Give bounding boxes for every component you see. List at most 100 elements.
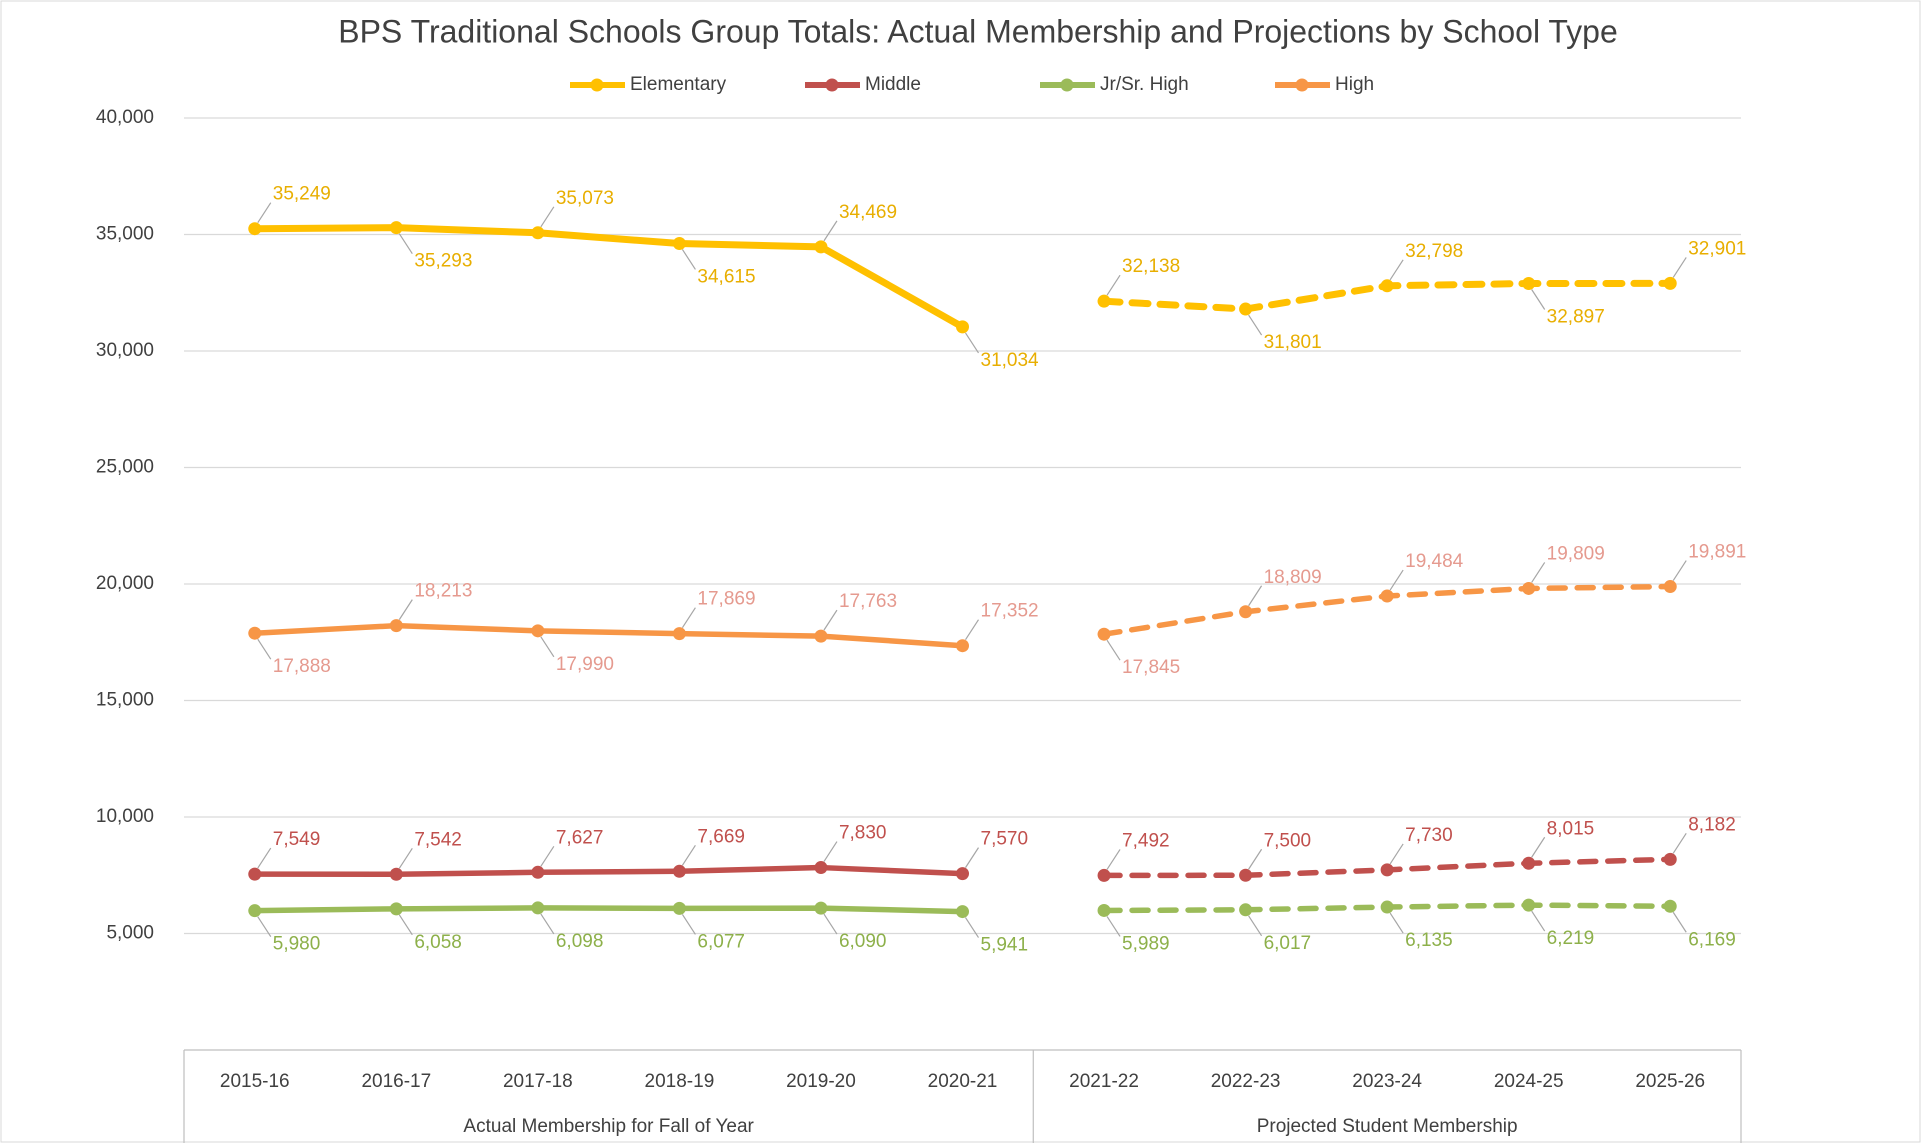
group-label: Projected Student Membership bbox=[1257, 1116, 1518, 1137]
data-label: 7,730 bbox=[1405, 825, 1453, 846]
data-label: 19,891 bbox=[1688, 542, 1746, 563]
leader-line bbox=[398, 599, 413, 620]
data-label: 6,219 bbox=[1547, 928, 1595, 949]
y-tick-label: 25,000 bbox=[96, 457, 154, 478]
point bbox=[1239, 605, 1253, 619]
point bbox=[1097, 627, 1111, 641]
leader-line bbox=[1672, 833, 1687, 854]
leader-line bbox=[823, 220, 838, 242]
point bbox=[1522, 581, 1536, 595]
leader-line bbox=[1672, 257, 1687, 278]
leader-line bbox=[1389, 569, 1404, 591]
y-tick-label: 30,000 bbox=[96, 340, 154, 361]
chart-title: BPS Traditional Schools Group Totals: Ac… bbox=[338, 13, 1618, 49]
point bbox=[389, 902, 403, 916]
point bbox=[389, 867, 403, 881]
leader-line bbox=[1248, 915, 1263, 937]
data-label: 34,615 bbox=[697, 266, 755, 287]
leader-line bbox=[823, 609, 838, 631]
x-tick-label: 2018-19 bbox=[645, 1071, 715, 1092]
leader-line bbox=[540, 913, 555, 935]
data-label: 17,352 bbox=[981, 601, 1039, 622]
point bbox=[1097, 294, 1111, 308]
data-label: 31,801 bbox=[1264, 332, 1322, 353]
leader-line bbox=[823, 913, 838, 935]
point bbox=[814, 629, 828, 643]
leader-line bbox=[1531, 562, 1546, 583]
leader-line bbox=[257, 916, 272, 937]
data-label: 18,809 bbox=[1264, 567, 1322, 588]
point bbox=[531, 226, 545, 240]
data-label: 34,469 bbox=[839, 202, 897, 223]
leader-line bbox=[398, 914, 413, 936]
data-label: 17,845 bbox=[1122, 657, 1180, 678]
legend-label: Middle bbox=[865, 74, 921, 95]
leader-line bbox=[1106, 849, 1121, 870]
leader-line bbox=[1389, 912, 1404, 934]
point bbox=[814, 861, 828, 875]
legend-marker bbox=[1060, 78, 1074, 92]
y-tick-label: 40,000 bbox=[96, 107, 154, 128]
point bbox=[1239, 868, 1253, 882]
data-label: 6,135 bbox=[1405, 930, 1453, 951]
point bbox=[1380, 279, 1394, 293]
leader-line bbox=[964, 917, 980, 938]
leader-line bbox=[398, 233, 413, 255]
point bbox=[531, 624, 545, 638]
x-tick-label: 2017-18 bbox=[503, 1071, 573, 1092]
data-label: 32,897 bbox=[1547, 307, 1605, 328]
y-tick-label: 20,000 bbox=[96, 573, 154, 594]
leader-line bbox=[964, 332, 980, 354]
data-label: 6,058 bbox=[414, 932, 462, 953]
point bbox=[814, 240, 828, 254]
legend-marker bbox=[590, 78, 604, 92]
data-label: 6,090 bbox=[839, 931, 887, 952]
leader-line bbox=[823, 841, 838, 862]
point bbox=[531, 865, 545, 879]
data-label: 35,293 bbox=[414, 251, 472, 272]
point bbox=[389, 619, 403, 633]
point bbox=[672, 236, 686, 250]
point bbox=[1380, 589, 1394, 603]
data-label: 5,980 bbox=[273, 934, 321, 955]
leader-line bbox=[1106, 274, 1121, 296]
point bbox=[956, 639, 969, 653]
data-label: 17,869 bbox=[697, 589, 755, 610]
leader-line bbox=[1248, 585, 1263, 607]
point bbox=[1663, 276, 1677, 290]
data-label: 35,249 bbox=[273, 184, 331, 205]
data-label: 17,990 bbox=[556, 654, 614, 675]
point bbox=[814, 901, 828, 915]
legend-label: Elementary bbox=[630, 74, 727, 95]
data-label: 7,500 bbox=[1264, 830, 1312, 851]
leader-line bbox=[398, 847, 413, 869]
x-tick-label: 2022-23 bbox=[1211, 1071, 1281, 1092]
data-label: 5,941 bbox=[981, 935, 1029, 956]
leader-line bbox=[540, 636, 555, 658]
point bbox=[956, 320, 969, 334]
leader-line bbox=[1106, 639, 1121, 661]
leader-line bbox=[540, 845, 555, 867]
point bbox=[248, 867, 262, 881]
x-tick-label: 2020-21 bbox=[928, 1071, 998, 1092]
leader-line bbox=[1106, 916, 1121, 937]
data-label: 7,627 bbox=[556, 827, 604, 848]
data-label: 7,669 bbox=[697, 826, 745, 847]
data-label: 6,098 bbox=[556, 931, 604, 952]
point bbox=[1522, 856, 1536, 870]
data-label: 6,169 bbox=[1688, 929, 1736, 950]
leader-line bbox=[681, 249, 696, 270]
data-label: 32,901 bbox=[1688, 238, 1746, 259]
point bbox=[531, 901, 545, 915]
series-line bbox=[252, 905, 966, 915]
point bbox=[389, 221, 403, 235]
y-tick-label: 5,000 bbox=[106, 923, 154, 944]
leader-line bbox=[1531, 289, 1546, 310]
data-label: 31,034 bbox=[981, 350, 1040, 371]
point bbox=[956, 905, 969, 919]
leader-line bbox=[1389, 843, 1404, 865]
x-tick-label: 2025-26 bbox=[1635, 1071, 1705, 1092]
point bbox=[248, 626, 262, 640]
